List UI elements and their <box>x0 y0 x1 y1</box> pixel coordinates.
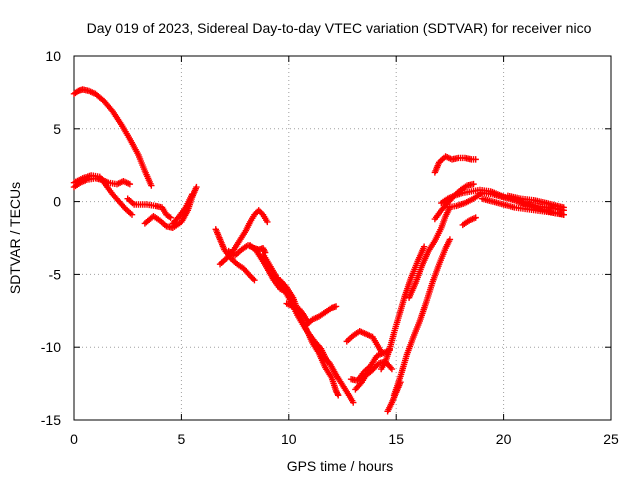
series-arc-23 <box>431 153 479 176</box>
data-point <box>472 214 479 221</box>
y-tick-label: -15 <box>41 412 61 428</box>
series-arc-28 <box>504 192 567 211</box>
data-point <box>350 399 357 406</box>
plot-frame <box>73 55 612 421</box>
x-axis-label: GPS time / hours <box>287 458 394 474</box>
series-arc-8 <box>216 207 271 268</box>
series-arc-16 <box>343 327 385 355</box>
data-point <box>167 214 174 221</box>
data-point <box>335 392 342 399</box>
data-point <box>264 218 271 226</box>
grid <box>74 56 611 420</box>
y-tick-label: -5 <box>49 266 62 282</box>
y-tick-label: 10 <box>45 48 61 64</box>
y-tick-label: 0 <box>53 194 61 210</box>
series-arc-14 <box>302 303 340 329</box>
data-point <box>332 303 340 310</box>
x-tick-label: 10 <box>281 431 297 447</box>
series-arc-1 <box>70 86 155 189</box>
y-tick-label: -10 <box>41 339 61 355</box>
series-arc-6 <box>169 191 196 227</box>
data-point <box>420 243 428 250</box>
data-point <box>148 182 155 189</box>
data-point <box>472 156 479 163</box>
data-point <box>193 183 200 191</box>
data-point <box>126 180 134 188</box>
data-point <box>388 365 396 373</box>
y-tick-label: 5 <box>53 121 61 137</box>
data-point <box>560 211 567 218</box>
series-arc-7 <box>212 226 258 284</box>
data-point <box>470 180 477 188</box>
series-arc-27 <box>478 195 567 218</box>
series-arc-19 <box>377 243 428 373</box>
series-arc-4 <box>124 195 174 221</box>
data-points <box>70 86 567 415</box>
data-point <box>251 277 258 284</box>
x-tick-label: 5 <box>178 431 186 447</box>
data-point <box>446 236 454 243</box>
x-tick-label: 20 <box>496 431 512 447</box>
chart-title: Day 019 of 2023, Sidereal Day-to-day VTE… <box>87 20 592 36</box>
series-arc-15 <box>319 352 357 406</box>
data-point <box>560 204 567 211</box>
x-tick-label: 25 <box>603 431 619 447</box>
x-tick-label: 0 <box>70 431 78 447</box>
series-arc-3 <box>70 172 136 218</box>
data-point <box>166 213 173 220</box>
data-point <box>188 191 196 198</box>
x-tick-label: 15 <box>388 431 404 447</box>
data-point <box>128 211 136 218</box>
series-arc-21 <box>390 236 454 399</box>
axis-ticks: 0 5 10 15 20 25 -15 -10 -5 0 5 10 <box>41 48 619 447</box>
series-arc-29 <box>459 214 479 229</box>
y-axis-label: SDTVAR / TECUs <box>7 182 23 294</box>
